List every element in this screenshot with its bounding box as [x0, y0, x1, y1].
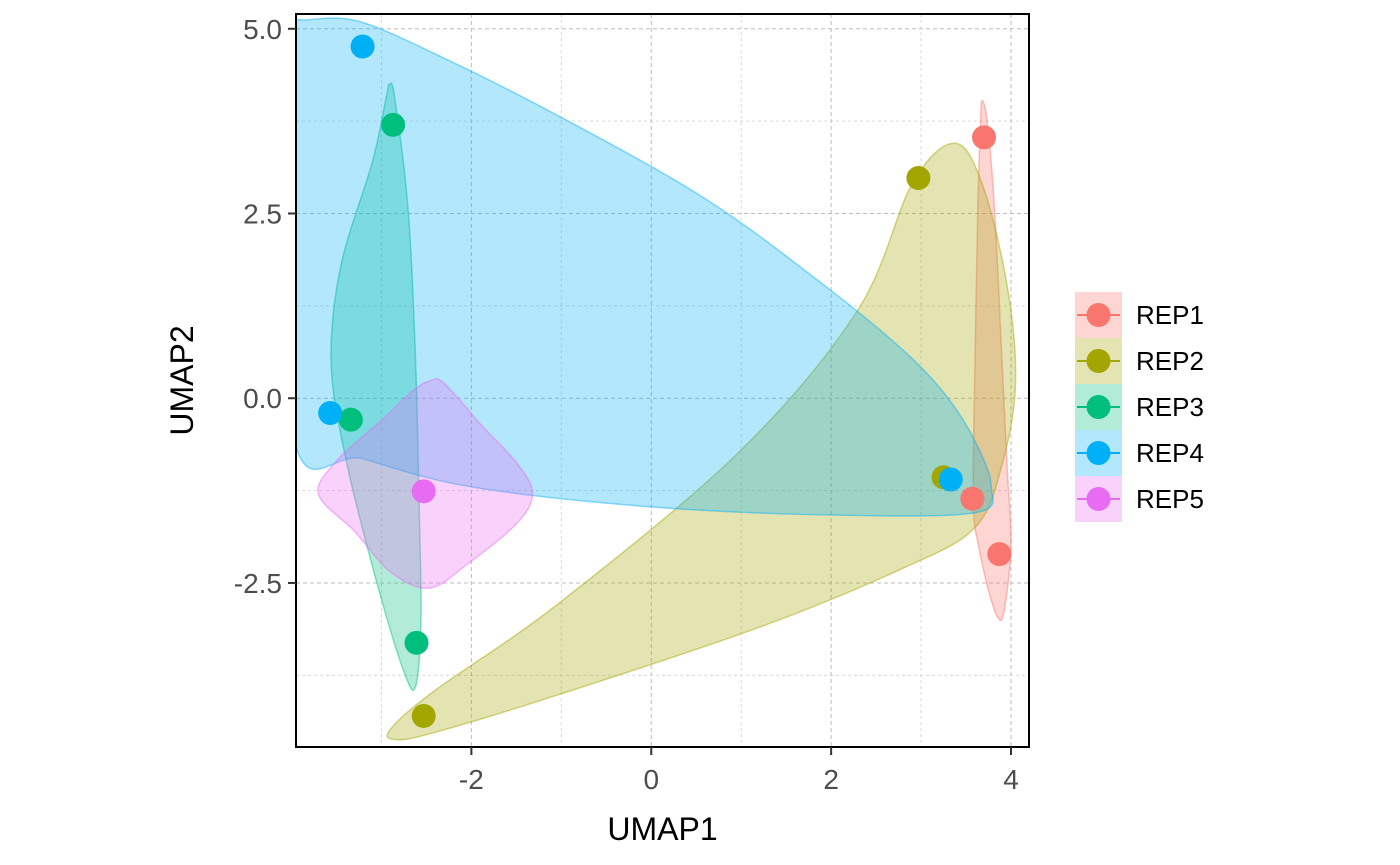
y-tick-label: -2.5	[234, 568, 282, 599]
point-rep3	[338, 407, 363, 432]
data-points	[318, 34, 1012, 728]
hull-rep2	[386, 142, 1017, 741]
point-rep2	[411, 703, 436, 728]
legend-key-point	[1086, 349, 1111, 373]
x-tick-label: -2	[459, 764, 484, 795]
y-axis-title: UMAP2	[164, 325, 200, 435]
legend-key-point	[1086, 441, 1111, 465]
grid-lines	[296, 14, 1029, 747]
group-hulls	[296, 17, 1017, 741]
legend-key-rep2	[1075, 338, 1122, 384]
point-rep4	[318, 401, 343, 426]
point-rep5	[411, 479, 436, 504]
hull-rep4	[296, 17, 994, 517]
point-rep4	[350, 34, 375, 59]
legend-key-rep4	[1075, 430, 1122, 476]
point-rep1	[972, 125, 997, 150]
legend-key-point	[1086, 395, 1111, 419]
y-tick-label: 0.0	[243, 383, 282, 414]
y-tick-label: 5.0	[243, 14, 282, 45]
y-tick-label: 2.5	[243, 199, 282, 230]
legend: REP1 REP2 REP3 REP4 REP5	[1075, 292, 1204, 522]
legend-label-rep5: REP5	[1136, 484, 1204, 514]
point-rep1	[987, 542, 1012, 567]
point-rep3	[381, 112, 406, 137]
x-tick-label: 4	[1003, 764, 1019, 795]
legend-label-rep2: REP2	[1136, 346, 1204, 376]
legend-label-rep1: REP1	[1136, 300, 1204, 330]
legend-key-rep5	[1075, 476, 1122, 522]
legend-label-rep4: REP4	[1136, 438, 1204, 468]
point-rep1	[960, 486, 985, 511]
x-axis-title: UMAP1	[607, 811, 717, 847]
point-rep3	[404, 630, 429, 655]
legend-label-rep3: REP3	[1136, 392, 1204, 422]
point-rep4	[938, 467, 963, 492]
x-tick-label: 0	[643, 764, 659, 795]
legend-key-point	[1086, 303, 1111, 327]
point-rep2	[906, 166, 931, 191]
axis-ticks: -2 0 2 4 -2.5 0.0 2.5 5.0	[234, 14, 1019, 795]
hull-rep1	[972, 99, 1012, 622]
hull-rep3	[330, 82, 422, 691]
legend-key-rep3	[1075, 384, 1122, 430]
x-tick-label: 2	[823, 764, 839, 795]
legend-key-rep1	[1075, 292, 1122, 338]
plot-panel-border	[295, 13, 1030, 748]
legend-key-point	[1086, 487, 1111, 511]
